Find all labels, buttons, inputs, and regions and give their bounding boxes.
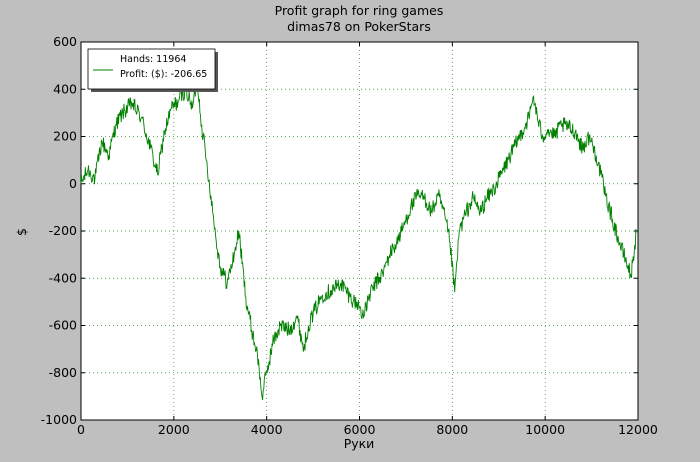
y-tick-label: 200 [53, 129, 77, 144]
x-tick-label: 4000 [251, 422, 283, 437]
chart-subtitle: dimas78 on PokerStars [287, 19, 431, 34]
y-tick-label: 400 [53, 81, 77, 96]
legend-hands: Hands: 11964 [120, 54, 186, 65]
y-tick-label: -800 [49, 365, 77, 380]
legend-box [87, 48, 216, 90]
legend: Hands: 11964 Profit: ($): -206.65 [87, 48, 218, 92]
y-axis-label: $ [14, 228, 29, 236]
x-tick-label: 2000 [158, 422, 190, 437]
y-tick-label: -200 [49, 223, 77, 238]
legend-profit: Profit: ($): -206.65 [120, 69, 207, 80]
x-axis-label: Руки [344, 436, 375, 451]
x-tick-label: 10000 [525, 422, 565, 437]
series-line [80, 79, 637, 401]
y-tick-label: 0 [69, 176, 77, 191]
y-tick-label: 600 [53, 34, 77, 49]
profit-series [80, 79, 637, 401]
axis-ticks: 0 2000 4000 6000 8000 10000 12000-1000-800-600… [41, 34, 658, 437]
x-tick-label: 8000 [436, 422, 468, 437]
y-tick-label: -400 [49, 270, 77, 285]
x-tick-label: 6000 [344, 422, 376, 437]
x-tick-label: 12000 [618, 422, 658, 437]
y-tick-label: -600 [49, 318, 77, 333]
x-tick-label: 0 [77, 422, 85, 437]
y-tick-label: -1000 [41, 412, 77, 427]
chart-title: Profit graph for ring games [275, 3, 444, 18]
